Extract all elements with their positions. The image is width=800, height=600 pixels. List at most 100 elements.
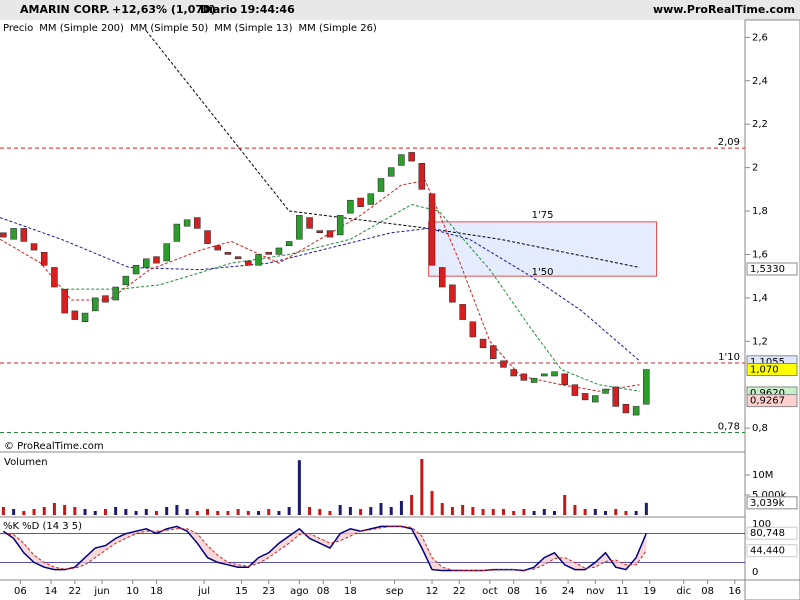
candle-body [357, 197, 364, 207]
volume-bar [522, 509, 526, 515]
candle-body [296, 215, 303, 240]
price-tag-label: 0,9620 [750, 388, 785, 399]
candle-body [500, 360, 507, 368]
x-tick-label: 18 [344, 586, 357, 597]
volume-bar [410, 495, 414, 515]
y-tick-label: 2 [752, 163, 758, 174]
y-tick-label: 0 [752, 567, 758, 578]
volume-bar [481, 509, 485, 515]
x-tick-label: 08 [317, 586, 330, 597]
header-bar [0, 0, 800, 20]
volume-bar [216, 511, 220, 515]
volume-bar [369, 507, 373, 515]
x-tick-label: 08 [701, 586, 714, 597]
volume-bar [63, 505, 67, 515]
candle-body [132, 265, 140, 275]
y-tick-label: 1,4 [752, 293, 768, 304]
source: www.ProRealTime.com [653, 3, 795, 16]
x-tick-label: 06 [14, 586, 27, 597]
legend-entry: %D (14 3 5) [22, 521, 82, 532]
candle-body [234, 256, 242, 260]
candle-body [367, 193, 375, 205]
volume-bar [267, 509, 271, 515]
candle-body [418, 163, 426, 190]
volume-bar [124, 509, 128, 515]
volume-title: Volumen [4, 457, 48, 468]
candle-body [438, 267, 446, 288]
volume-bar [359, 509, 363, 515]
volume-bar [318, 509, 322, 515]
y-tick-label: 1,8 [752, 206, 768, 217]
volume-bar [563, 495, 567, 515]
volume-tag-label: 3,039k [750, 498, 785, 509]
legend-entry: MM (Simple 50) [130, 23, 208, 34]
x-tick-label: ago [290, 586, 309, 597]
stoch-tag [746, 526, 798, 540]
volume-bar [226, 511, 230, 515]
candle-body [30, 243, 38, 251]
y-tick-label: 0,8 [752, 423, 768, 434]
period: Diario [200, 3, 238, 16]
watermark: © ProRealTime.com [4, 441, 104, 452]
candle-body [163, 243, 170, 262]
volume-bar [1, 507, 5, 515]
candle-body [20, 228, 28, 242]
volume-bar [257, 511, 261, 515]
volume-bar [12, 509, 16, 515]
candle-body [479, 338, 487, 349]
volume-bar [583, 509, 587, 515]
volume-bar [501, 509, 505, 515]
price-axis [744, 19, 800, 600]
candle-body [449, 284, 456, 303]
candle-body [408, 152, 415, 162]
zone-label: 1'50 [532, 267, 554, 278]
volume-bar [297, 460, 301, 515]
candle-body [245, 260, 252, 266]
volume-bar [512, 511, 516, 515]
x-tick-label: 14 [45, 586, 58, 597]
legend-entry: MM (Simple 26) [299, 23, 377, 34]
x-tick-label: 12 [426, 586, 439, 597]
candle-body [387, 167, 395, 177]
price-tag-label: 1,1055 [750, 357, 785, 368]
volume-bar [450, 507, 454, 515]
x-tick-label: jul [197, 586, 210, 597]
candle-body [316, 230, 324, 233]
candle-body [285, 241, 293, 247]
volume-bar [103, 509, 107, 515]
volume-bar [440, 503, 444, 515]
x-tick-label: 16 [728, 586, 741, 597]
x-tick-label: 10 [126, 586, 139, 597]
candle-body [377, 178, 385, 192]
candle-body [602, 388, 609, 394]
volume-bar [338, 505, 342, 515]
candle-body [306, 217, 313, 229]
volume-tag [746, 496, 798, 510]
volume-bar [461, 505, 465, 515]
volume-bar [644, 502, 648, 515]
candle-body [622, 403, 630, 414]
volume-bar [277, 511, 281, 515]
candle-body [612, 386, 619, 407]
time: 19:44:46 [240, 3, 295, 16]
level-label: 1'10 [718, 352, 740, 363]
candle-body [71, 310, 79, 320]
moving-average [0, 217, 640, 362]
volume-bar [593, 509, 597, 515]
volume-bar [328, 511, 332, 515]
x-tick-label: 23 [262, 586, 275, 597]
volume-bar [614, 509, 618, 515]
legend-entry: %K [3, 521, 20, 532]
candle-body [61, 288, 68, 314]
candle-body [265, 252, 272, 255]
candle-body [153, 256, 160, 264]
x-tick-label: 16 [535, 586, 548, 597]
stoch-line [3, 525, 647, 572]
candle-body [122, 275, 130, 286]
stoch-fill [3, 526, 647, 571]
volume-bar [379, 503, 383, 515]
volume-bar [634, 511, 638, 515]
candle-body [204, 230, 211, 244]
level-label: 0,78 [718, 421, 740, 432]
price-tag-label: 1,070 [750, 365, 779, 376]
